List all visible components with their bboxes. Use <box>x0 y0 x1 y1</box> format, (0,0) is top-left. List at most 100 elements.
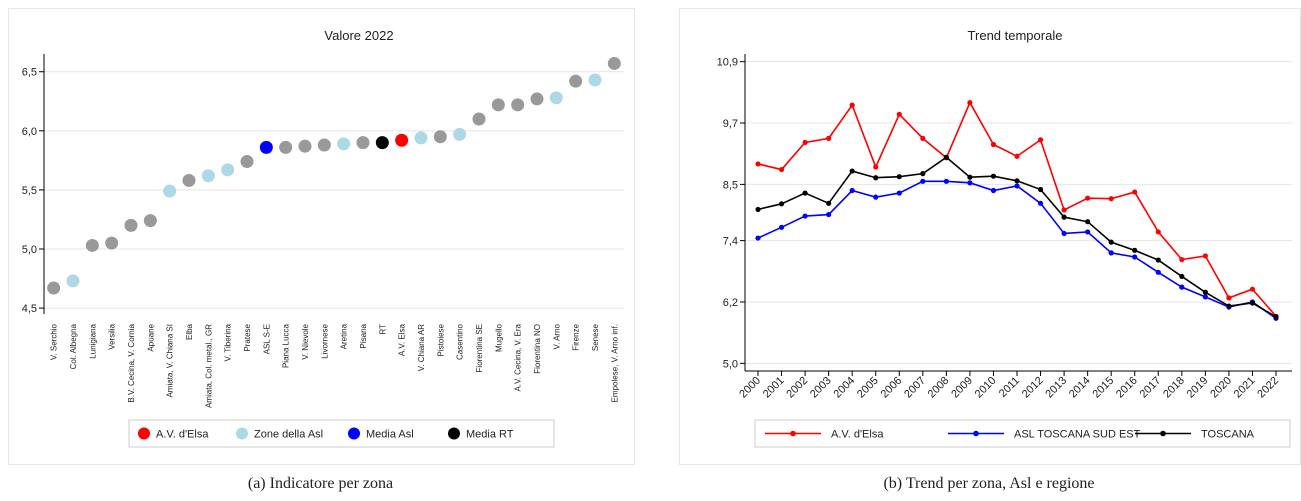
series-point <box>896 111 902 117</box>
data-point <box>221 163 235 177</box>
series-point <box>967 174 973 180</box>
series-point <box>1273 314 1279 320</box>
series-line-group <box>755 99 1279 319</box>
x-tick-label: Lunigiana <box>88 323 97 358</box>
series-point <box>1037 186 1044 193</box>
legend-marker <box>348 427 360 440</box>
data-point <box>317 138 331 152</box>
data-point <box>201 169 215 183</box>
data-point <box>66 274 80 288</box>
data-point <box>433 130 447 144</box>
data-point <box>279 140 293 154</box>
trend-panel: Trend temporale 5,0 6,2 7,4 8,5 9,7 10,9 2000… <box>679 8 1301 465</box>
data-point <box>607 56 621 70</box>
x-tick-label: 2021 <box>1232 375 1258 401</box>
legend-label: TOSCANA <box>1201 429 1255 441</box>
series-point <box>967 99 973 106</box>
series-line <box>757 180 1277 319</box>
series-point <box>1155 257 1161 263</box>
x-tick-label: 2010 <box>973 375 999 401</box>
legend-label: A.V. d'Elsa <box>156 429 209 441</box>
y-tick-label: 7,4 <box>723 236 738 248</box>
x-tick-label: 2000 <box>737 375 763 401</box>
series-point <box>802 139 808 146</box>
data-point <box>182 173 196 187</box>
data-point <box>395 133 409 147</box>
x-tick-label: 2008 <box>926 375 952 401</box>
series-point <box>1202 289 1208 295</box>
legend-marker <box>448 427 460 440</box>
series-point <box>1132 189 1138 195</box>
series-point <box>778 166 785 173</box>
x-tick-label: 2017 <box>1138 375 1164 401</box>
x-tick-label: B.V. Cecina, V. Cornia <box>127 323 136 402</box>
y-tick-label: 6,2 <box>723 297 738 309</box>
data-point <box>85 238 99 252</box>
legend-box <box>754 419 1291 448</box>
series-point <box>920 178 926 184</box>
y-tick-label: 4,5 <box>22 303 37 315</box>
series-point <box>1061 214 1067 220</box>
y-tick-label: 6,5 <box>22 67 37 79</box>
x-tick-label: Versilia <box>108 323 117 349</box>
data-point <box>453 127 467 141</box>
legend-marker <box>973 430 979 437</box>
data-point <box>47 281 61 295</box>
x-tick-label: Mugello <box>494 323 503 352</box>
data-point <box>124 218 138 232</box>
legend-label: A.V. d'Elsa <box>831 429 884 441</box>
series-point <box>1108 250 1114 256</box>
x-tick-label: V. Chiana AR <box>417 324 426 372</box>
data-point <box>414 131 428 145</box>
series-point <box>826 200 832 206</box>
x-tick-label: Amiata, Col. metal., GR <box>204 324 213 408</box>
legend-marker <box>138 427 150 440</box>
x-tick-label: ASL S-E <box>262 324 271 354</box>
data-point <box>240 155 254 169</box>
indicator-by-zone-panel: Valore 2022 4,5 5,0 5,5 6,0 6,5 V. Serchio Co… <box>8 8 635 465</box>
series-point <box>1061 230 1067 237</box>
series-line <box>757 100 1277 317</box>
x-tick-label: 2005 <box>855 375 881 401</box>
series-point <box>849 102 855 108</box>
data-point <box>259 140 273 154</box>
series-point <box>1108 196 1114 202</box>
series-point <box>1202 294 1208 300</box>
x-tick-label: Firenze <box>572 323 581 350</box>
x-tick-label: A.V. Elsa <box>398 323 407 356</box>
series-point <box>1061 207 1067 213</box>
legend-label: Media RT <box>466 429 514 441</box>
x-tick-label: Pisana <box>359 323 368 348</box>
x-tick-label: Pistoiese <box>436 323 445 356</box>
legend-marker <box>1160 430 1166 437</box>
data-point <box>143 214 157 228</box>
series-point <box>1179 284 1185 290</box>
data-point <box>163 184 177 198</box>
series-point <box>990 141 997 148</box>
series-point <box>1014 183 1020 189</box>
caption-b: (b) Trend per zona, Asl e regione <box>883 475 1095 492</box>
series-point <box>873 175 879 181</box>
series-point <box>920 171 926 177</box>
series-point <box>1085 229 1091 235</box>
data-point <box>356 136 370 150</box>
x-tick-label: 2020 <box>1208 375 1234 401</box>
data-point <box>337 137 351 151</box>
chart-title: Valore 2022 <box>324 28 393 43</box>
x-tick-label: 2013 <box>1043 375 1069 401</box>
y-tick-label: 5,0 <box>22 244 37 256</box>
series-point <box>1085 195 1091 201</box>
x-tick-label: Senese <box>591 323 600 351</box>
series-point <box>943 154 949 160</box>
series-point <box>1155 269 1161 275</box>
data-point <box>569 74 583 88</box>
x-tick-label: 2011 <box>997 375 1022 400</box>
data-point <box>549 91 563 105</box>
series-point <box>778 224 785 230</box>
x-tick-label: Casentino <box>456 323 465 360</box>
legend-label: ASL TOSCANA SUD EST <box>1014 429 1141 441</box>
series-point <box>1085 219 1091 225</box>
x-tick-label: Piana Lucca <box>282 323 291 368</box>
series-point <box>1132 247 1138 253</box>
trend-chart: Trend temporale 5,0 6,2 7,4 8,5 9,7 10,9 2000… <box>717 28 1292 448</box>
